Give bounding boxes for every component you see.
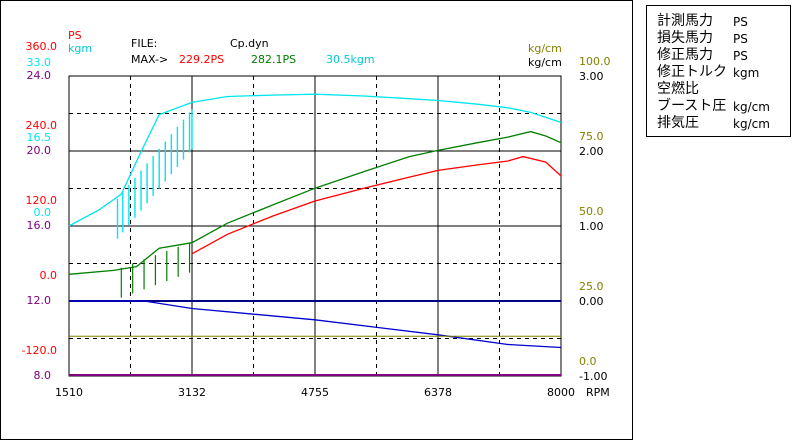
x-tick-label: 8000	[547, 386, 575, 399]
series-corrected_hp-line	[68, 130, 562, 275]
boost-tick-label: 1.00	[579, 220, 604, 233]
legend-unit-torque: kgm	[733, 66, 760, 80]
x-tick-label: 1510	[55, 386, 83, 399]
legend-item-afr: 空燃比	[657, 81, 699, 97]
afr-tick-label: 12.0	[27, 294, 52, 307]
grid-layer	[68, 75, 562, 377]
boost-tick-label: 3.00	[579, 70, 604, 83]
legend-box: 計測馬力 PS 損失馬力 PS 修正馬力 PS 修正トルク kgm 空燃比 ブー…	[646, 5, 791, 137]
series-boost-line	[69, 300, 562, 349]
chart-frame: FILE: Cp.dyn MAX-> 229.2PS 282.1PS 30.5k…	[0, 0, 633, 440]
legend-item-torque: 修正トルク	[657, 64, 727, 80]
kgm-tick-label: 0.0	[34, 206, 52, 219]
legend-item-loss-hp: 損失馬力	[657, 30, 713, 46]
series-measured_hp-line	[191, 155, 562, 255]
olive-tick-label: 25.0	[579, 280, 604, 293]
ps-tick-label: 240.0	[26, 119, 58, 132]
boost-unit-label: kg/cm	[528, 56, 562, 69]
legend-item-exhaust: 排気圧	[657, 115, 699, 131]
legend-item-measured-hp: 計測馬力	[657, 13, 713, 29]
legend-item-boost: ブースト圧	[657, 98, 727, 114]
ps-tick-label: -120.0	[22, 344, 57, 357]
boost-tick-label: 0.00	[579, 295, 604, 308]
afr-tick-label: 20.0	[27, 144, 52, 157]
file-name: Cp.dyn	[230, 37, 269, 50]
boost-tick-label: -1.00	[579, 370, 607, 383]
dyno-chart: FILE: Cp.dyn MAX-> 229.2PS 282.1PS 30.5k…	[22, 29, 611, 399]
tick-labels: 1510 3132 4755 6378 8000360.0240.0120.00.0-1…	[22, 40, 611, 399]
series-torque-line	[68, 93, 562, 227]
x-axis-label: RPM	[586, 386, 610, 399]
olive-unit-label: kg/cm	[528, 42, 562, 55]
x-tick-label: 6378	[424, 386, 452, 399]
legend-unit-measured-hp: PS	[733, 15, 748, 29]
x-tick-label: 4755	[301, 386, 329, 399]
afr-tick-label: 24.0	[27, 69, 52, 82]
olive-tick-label: 100.0	[579, 55, 611, 68]
file-label: FILE:	[131, 37, 157, 50]
max-label: MAX->	[131, 53, 168, 66]
afr-tick-label: 16.0	[27, 219, 52, 232]
kgm-unit-label: kgm	[68, 42, 92, 55]
ps-tick-label: 120.0	[26, 194, 58, 207]
x-tick-label: 3132	[178, 386, 206, 399]
legend-unit-loss-hp: PS	[733, 32, 748, 46]
series-layer	[68, 93, 562, 376]
olive-tick-label: 0.0	[579, 355, 597, 368]
kgm-tick-label: 33.0	[27, 56, 52, 69]
legend-unit-corrected-hp: PS	[733, 49, 748, 63]
olive-tick-label: 50.0	[579, 205, 604, 218]
max-torque: 30.5kgm	[326, 53, 375, 66]
ps-unit-label: PS	[68, 29, 82, 42]
legend-item-corrected-hp: 修正馬力	[657, 47, 713, 63]
max-ps-corrected: 282.1PS	[251, 53, 296, 66]
max-ps-measured: 229.2PS	[179, 53, 224, 66]
boost-tick-label: 2.00	[579, 145, 604, 158]
ps-tick-label: 360.0	[26, 40, 58, 53]
legend-unit-boost: kg/cm	[733, 100, 770, 114]
olive-tick-label: 75.0	[579, 130, 604, 143]
ps-tick-label: 0.0	[40, 269, 58, 282]
legend-unit-exhaust: kg/cm	[733, 117, 770, 131]
kgm-tick-label: 16.5	[27, 131, 52, 144]
afr-tick-label: 8.0	[34, 369, 52, 382]
